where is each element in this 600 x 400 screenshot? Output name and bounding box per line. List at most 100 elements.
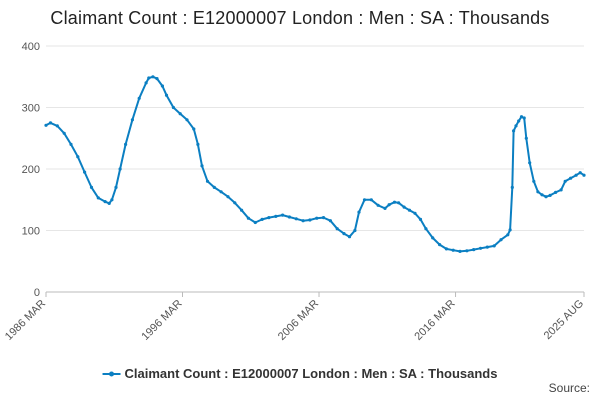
data-point[interactable]	[514, 124, 518, 128]
data-point[interactable]	[413, 211, 417, 215]
data-point[interactable]	[137, 96, 141, 100]
data-point[interactable]	[89, 185, 94, 189]
data-point[interactable]	[83, 170, 87, 174]
data-point[interactable]	[107, 201, 111, 205]
data-point[interactable]	[76, 155, 80, 159]
data-point[interactable]	[563, 179, 567, 183]
data-point[interactable]	[260, 217, 264, 221]
data-point[interactable]	[124, 142, 128, 146]
data-point[interactable]	[528, 161, 532, 165]
legend[interactable]: Claimant Count : E12000007 London : Men …	[102, 366, 498, 381]
data-point[interactable]	[444, 247, 448, 251]
data-point[interactable]	[200, 164, 204, 168]
data-point[interactable]	[458, 249, 462, 253]
data-point[interactable]	[253, 220, 257, 225]
data-point[interactable]	[569, 176, 573, 180]
data-point[interactable]	[192, 127, 196, 131]
data-point[interactable]	[219, 190, 223, 194]
data-point[interactable]	[397, 201, 401, 205]
data-point[interactable]	[559, 188, 563, 192]
data-point[interactable]	[506, 233, 510, 237]
data-point[interactable]	[315, 216, 319, 220]
data-point[interactable]	[274, 214, 278, 218]
data-point[interactable]	[196, 142, 200, 146]
data-point[interactable]	[151, 75, 155, 79]
data-point[interactable]	[376, 203, 380, 207]
data-point[interactable]	[574, 173, 578, 177]
data-point[interactable]	[185, 118, 189, 122]
data-point[interactable]	[407, 208, 412, 212]
data-point[interactable]	[96, 196, 100, 200]
data-point[interactable]	[511, 129, 516, 133]
data-point[interactable]	[402, 205, 406, 209]
data-point[interactable]	[424, 227, 428, 231]
data-point[interactable]	[342, 232, 346, 236]
data-point[interactable]	[118, 167, 122, 171]
data-point[interactable]	[147, 76, 151, 80]
data-point[interactable]	[103, 200, 107, 204]
data-point[interactable]	[55, 124, 59, 128]
data-point[interactable]	[233, 201, 237, 205]
data-point[interactable]	[548, 193, 552, 197]
data-point[interactable]	[308, 218, 312, 222]
data-point[interactable]	[114, 185, 118, 189]
data-point[interactable]	[160, 84, 164, 88]
data-point[interactable]	[578, 171, 582, 175]
data-point[interactable]	[519, 115, 524, 119]
data-point[interactable]	[240, 208, 244, 212]
data-point[interactable]	[536, 190, 540, 194]
data-point[interactable]	[478, 246, 483, 250]
data-point[interactable]	[438, 243, 442, 247]
data-point[interactable]	[335, 227, 339, 231]
data-point[interactable]	[369, 198, 373, 202]
data-point[interactable]	[451, 248, 455, 252]
data-point[interactable]	[110, 198, 114, 202]
data-point[interactable]	[321, 216, 326, 220]
data-point[interactable]	[353, 228, 357, 233]
data-point[interactable]	[155, 77, 159, 81]
data-point[interactable]	[510, 185, 514, 189]
data-point[interactable]	[540, 193, 544, 197]
data-point[interactable]	[508, 228, 512, 232]
data-point[interactable]	[246, 216, 250, 220]
data-point[interactable]	[164, 93, 169, 97]
data-point[interactable]	[387, 203, 391, 207]
data-point[interactable]	[171, 105, 175, 110]
data-point[interactable]	[418, 217, 423, 221]
data-point[interactable]	[267, 216, 271, 220]
data-point[interactable]	[48, 121, 53, 125]
data-point[interactable]	[294, 217, 298, 221]
data-point[interactable]	[62, 131, 66, 135]
data-point[interactable]	[485, 245, 489, 249]
data-point[interactable]	[392, 200, 397, 204]
data-point[interactable]	[44, 123, 48, 127]
data-point[interactable]	[212, 185, 216, 189]
data-point[interactable]	[328, 219, 332, 223]
data-point[interactable]	[499, 238, 503, 242]
data-point[interactable]	[205, 179, 210, 183]
data-point[interactable]	[554, 190, 558, 194]
data-point[interactable]	[347, 235, 352, 239]
data-point[interactable]	[522, 116, 526, 120]
data-point[interactable]	[362, 198, 367, 202]
data-point[interactable]	[431, 236, 435, 240]
data-point[interactable]	[287, 215, 291, 219]
data-point[interactable]	[517, 119, 521, 123]
data-point[interactable]	[69, 142, 73, 146]
data-point[interactable]	[383, 206, 387, 210]
data-point[interactable]	[492, 244, 496, 248]
data-point[interactable]	[144, 81, 148, 85]
data-point[interactable]	[544, 195, 548, 199]
data-point[interactable]	[582, 173, 586, 177]
data-point[interactable]	[532, 179, 536, 183]
data-point[interactable]	[130, 118, 134, 122]
data-point[interactable]	[357, 210, 361, 214]
data-point[interactable]	[281, 213, 285, 217]
data-point[interactable]	[472, 248, 476, 252]
data-point[interactable]	[465, 249, 469, 253]
data-point[interactable]	[524, 136, 528, 140]
data-point[interactable]	[226, 195, 230, 199]
data-point[interactable]	[301, 219, 305, 223]
legend-label[interactable]: Claimant Count : E12000007 London : Men …	[125, 366, 498, 381]
data-point[interactable]	[178, 112, 182, 116]
